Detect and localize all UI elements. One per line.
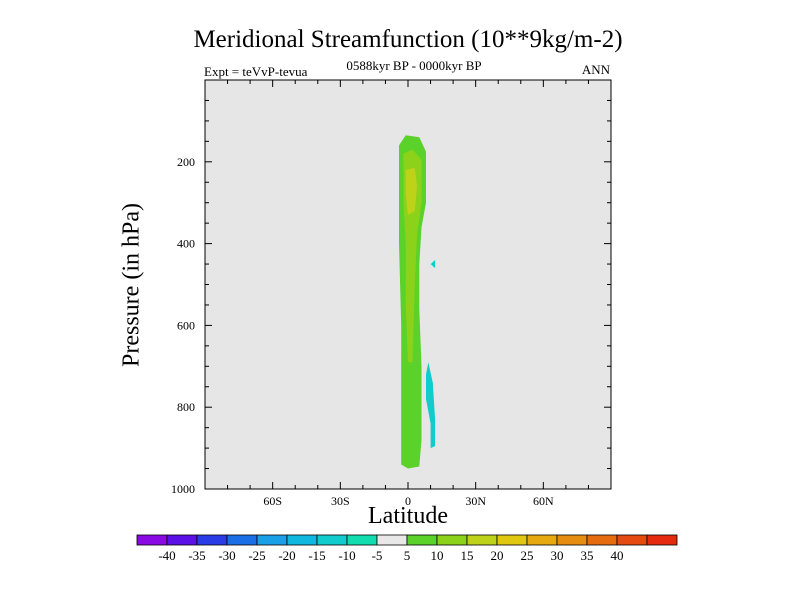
colorbar-box (526, 534, 558, 546)
y-axis-label: Pressure (in hPa) (118, 203, 145, 367)
colorbar-label: -35 (188, 548, 205, 563)
colorbar-box (646, 534, 678, 546)
y-tick-label: 200 (177, 155, 195, 169)
contour-region-15-20 (405, 167, 417, 215)
colorbar-label: 15 (461, 548, 474, 563)
colorbar-label: 25 (521, 548, 534, 563)
colorbar-label: -25 (248, 548, 265, 563)
experiment-label: Expt = teVvP-tevua (204, 64, 308, 79)
colorbar-label: 10 (431, 548, 444, 563)
x-tick-label: 30N (465, 494, 486, 508)
colorbar-box (496, 534, 528, 546)
time-range-label: 0588kyr BP - 0000kyr BP (346, 58, 482, 73)
x-tick-labels: 60S 30S 0 30N 60N (263, 494, 554, 508)
colorbar-label: -30 (218, 548, 235, 563)
plot-title: Meridional Streamfunction (10**9kg/m-2) (193, 26, 623, 53)
colorbar-label: -40 (158, 548, 175, 563)
contour-region-neg-5-10-upper (430, 260, 436, 269)
colorbar-box (616, 534, 648, 546)
colorbar-box (346, 534, 378, 546)
colorbar-label: 35 (581, 548, 594, 563)
colorbar-labels: -40 -35 -30 -25 -20 -15 -10 -5 5 10 15 20 25 30 35 40 (158, 548, 623, 563)
x-axis-label: Latitude (368, 503, 448, 529)
colorbar-label: 40 (611, 548, 624, 563)
y-tick-label: 600 (177, 318, 195, 332)
plot-frame (204, 79, 612, 490)
y-tick-label: 400 (177, 237, 195, 251)
colorbar-box (436, 534, 468, 546)
colorbar-box (256, 534, 288, 546)
colorbar-box (406, 534, 438, 546)
x-tick-label: 30S (331, 494, 350, 508)
colorbar-box (286, 534, 318, 546)
colorbar-box (556, 534, 588, 546)
colorbar-box (166, 534, 198, 546)
colorbar-label: -10 (338, 548, 355, 563)
y-tick-labels: 200 400 600 800 1000 (171, 155, 195, 496)
colorbar-box (226, 534, 258, 546)
y-tick-label: 800 (177, 400, 195, 414)
colorbar-box (586, 534, 618, 546)
colorbar-box (466, 534, 498, 546)
colorbar-label: -20 (278, 548, 295, 563)
axis-ticks (204, 79, 612, 490)
contour-fills (399, 135, 436, 469)
x-tick-label: 60N (533, 494, 554, 508)
contour-region-neg-5-10-lower (426, 362, 436, 449)
colorbar-box (196, 534, 228, 546)
colorbar-label: 30 (551, 548, 564, 563)
x-tick-label: 60S (263, 494, 282, 508)
colorbar-box (316, 534, 348, 546)
y-tick-label: 1000 (171, 482, 195, 496)
colorbar-label: -15 (308, 548, 325, 563)
colorbar-box (136, 534, 168, 546)
colorbar-label: -5 (372, 548, 383, 563)
colorbar-label: 20 (491, 548, 504, 563)
x-tick-label: 0 (405, 494, 411, 508)
colorbar-label: 5 (404, 548, 411, 563)
colorbar-box (376, 534, 408, 546)
colorbar (136, 534, 678, 546)
season-label: ANN (581, 62, 610, 77)
